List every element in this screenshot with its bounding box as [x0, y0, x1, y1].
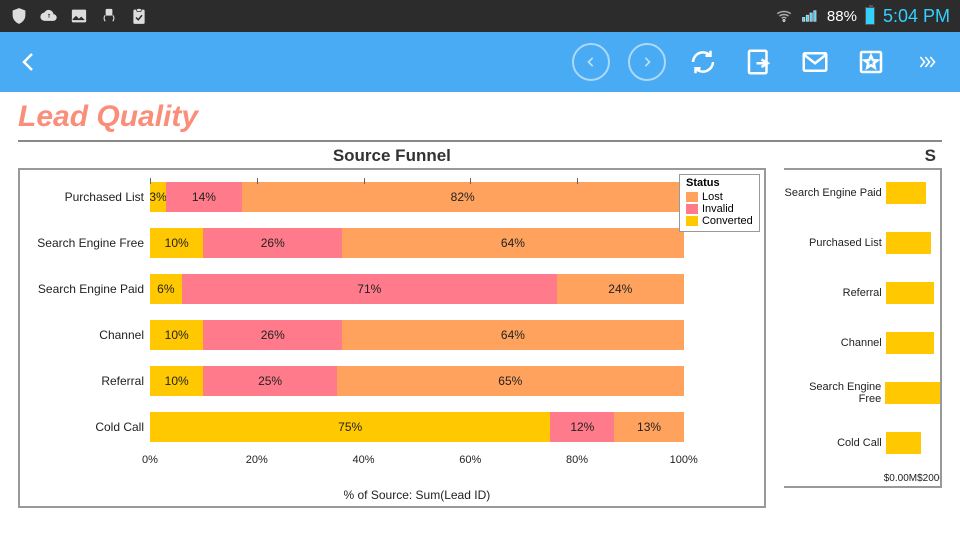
legend-item: Invalid — [686, 203, 753, 215]
export-button[interactable] — [740, 43, 778, 81]
bar-segment: 75% — [150, 412, 550, 442]
side-bar-row: Cold Call — [784, 430, 940, 456]
side-bar-row: Search Engine Paid — [784, 180, 940, 206]
legend-item: Lost — [686, 191, 753, 203]
bar-segment: 14% — [166, 182, 241, 212]
bar-row: 75%12%13% — [150, 412, 684, 442]
bar-row: 10%25%65% — [150, 366, 684, 396]
legend-title: Status — [686, 177, 753, 189]
y-axis-label: Search Engine Free — [24, 228, 144, 258]
bar-row: 10%26%64% — [150, 228, 684, 258]
side-bar-row: Referral — [784, 280, 940, 306]
y-axis-label: Search Engine Paid — [24, 274, 144, 304]
side-y-label: Referral — [784, 287, 886, 299]
bar-segment: 64% — [342, 320, 684, 350]
wifi-icon — [775, 7, 793, 25]
bar-segment: 65% — [337, 366, 684, 396]
clipboard-icon — [130, 7, 148, 25]
side-y-label: Cold Call — [784, 437, 886, 449]
more-button[interactable] — [908, 43, 946, 81]
cloud-upload-icon — [40, 7, 58, 25]
bar-segment: 25% — [203, 366, 336, 396]
legend: Status LostInvalidConverted — [679, 174, 760, 232]
bar-segment: 64% — [342, 228, 684, 258]
x-tick: 20% — [246, 454, 268, 466]
bar-segment: 26% — [203, 228, 342, 258]
bar-row: 10%26%64% — [150, 320, 684, 350]
side-bar — [886, 332, 934, 354]
bar-segment: 71% — [182, 274, 557, 304]
side-bar — [886, 232, 931, 254]
bar-segment: 10% — [150, 228, 203, 258]
side-bar-row: Channel — [784, 330, 940, 356]
legend-item: Converted — [686, 215, 753, 227]
statusbar: T 88% 5:04 PM — [0, 0, 960, 32]
side-bar — [886, 282, 934, 304]
bar-segment: 24% — [557, 274, 684, 304]
side-y-label: Purchased List — [784, 237, 886, 249]
signal-icon — [801, 7, 819, 25]
battery-icon — [865, 7, 875, 25]
bar-segment: 82% — [242, 182, 684, 212]
side-bar-row: Purchased List — [784, 230, 940, 256]
x-tick: 60% — [459, 454, 481, 466]
bar-row: 3%14%82% — [150, 182, 684, 212]
source-funnel-chart: Purchased List Search Engine Free Search E… — [18, 168, 766, 508]
y-axis-label: Referral — [24, 366, 144, 396]
bar-segment: 13% — [614, 412, 683, 442]
y-axis-label: Cold Call — [24, 412, 144, 442]
x-axis-label: % of Source: Sum(Lead ID) — [150, 488, 684, 502]
side-y-label: Search Engine Paid — [784, 187, 886, 199]
nav-next-button[interactable] — [628, 43, 666, 81]
clock: 5:04 PM — [883, 6, 950, 27]
side-bar — [886, 432, 921, 454]
bar-segment: 26% — [203, 320, 342, 350]
favorite-button[interactable] — [852, 43, 890, 81]
side-chart-title: S — [784, 146, 942, 166]
x-tick: 0% — [142, 454, 158, 466]
x-tick: 40% — [352, 454, 374, 466]
side-y-label: Search Engine Free — [784, 381, 886, 405]
bar-segment: 3% — [150, 182, 166, 212]
side-bar — [885, 382, 940, 404]
content-area: Lead Quality Source Funnel Purchased Lis… — [0, 92, 960, 540]
app-toolbar — [0, 32, 960, 92]
bar-segment: 12% — [550, 412, 614, 442]
page-title: Lead Quality — [18, 96, 942, 142]
x-tick: 80% — [566, 454, 588, 466]
y-axis-label: Purchased List — [24, 182, 144, 212]
x-tick: 100% — [670, 454, 698, 466]
side-bar-row: Search Engine Free — [784, 380, 940, 406]
back-button[interactable] — [14, 42, 44, 82]
image-icon — [70, 7, 88, 25]
side-y-label: Channel — [784, 337, 886, 349]
battery-percent: 88% — [827, 8, 857, 25]
shield-icon — [10, 7, 28, 25]
side-chart: Search Engine Paid Purchased List Referral… — [784, 168, 942, 488]
mail-button[interactable] — [796, 43, 834, 81]
side-bar — [886, 182, 926, 204]
main-chart-title: Source Funnel — [18, 146, 766, 166]
bar-segment: 6% — [150, 274, 182, 304]
bar-segment: 10% — [150, 320, 203, 350]
refresh-button[interactable] — [684, 43, 722, 81]
y-axis-label: Channel — [24, 320, 144, 350]
hotspot-icon: T — [100, 7, 118, 25]
bar-segment: 10% — [150, 366, 203, 396]
nav-prev-button[interactable] — [572, 43, 610, 81]
side-x-label: $0.00M$2000 — [884, 473, 942, 484]
bar-row: 6%71%24% — [150, 274, 684, 304]
